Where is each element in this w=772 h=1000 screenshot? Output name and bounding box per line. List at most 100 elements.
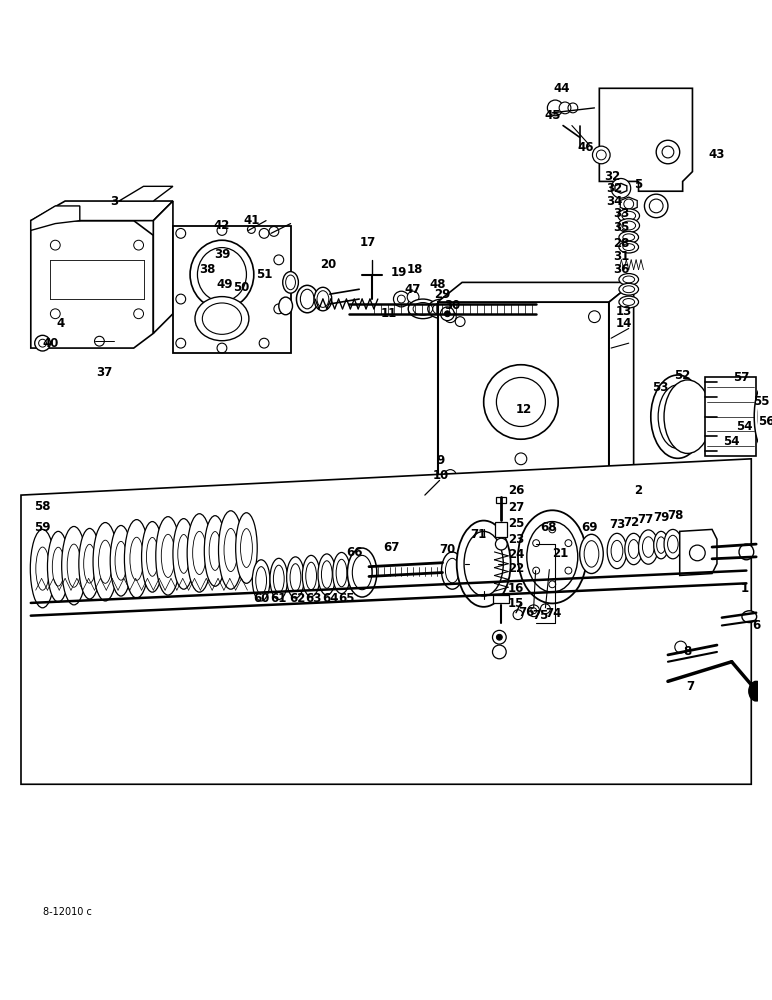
Ellipse shape xyxy=(314,287,332,311)
Text: 24: 24 xyxy=(508,548,524,561)
Ellipse shape xyxy=(607,533,627,569)
Text: 32: 32 xyxy=(604,170,620,183)
Circle shape xyxy=(656,140,679,164)
Text: 2: 2 xyxy=(635,484,642,497)
Text: 19: 19 xyxy=(390,266,407,279)
Text: 66: 66 xyxy=(346,546,363,559)
Polygon shape xyxy=(493,595,510,603)
Text: 16: 16 xyxy=(508,582,524,595)
Ellipse shape xyxy=(518,510,587,603)
Text: 4: 4 xyxy=(56,317,64,330)
Text: 59: 59 xyxy=(34,521,51,534)
Polygon shape xyxy=(31,221,154,348)
Polygon shape xyxy=(173,226,290,353)
Circle shape xyxy=(484,365,558,439)
Bar xyxy=(496,497,506,503)
Ellipse shape xyxy=(333,552,350,594)
Polygon shape xyxy=(705,377,756,456)
Circle shape xyxy=(611,178,631,198)
Text: 55: 55 xyxy=(753,395,770,408)
Text: 37: 37 xyxy=(96,366,113,379)
Text: 35: 35 xyxy=(613,221,629,234)
Text: 78: 78 xyxy=(668,509,684,522)
Text: 74: 74 xyxy=(545,607,561,620)
Text: 1: 1 xyxy=(740,582,749,595)
Text: 56: 56 xyxy=(758,415,772,428)
Ellipse shape xyxy=(124,520,149,598)
Text: 71: 71 xyxy=(471,528,487,541)
Text: 31: 31 xyxy=(613,250,629,263)
Ellipse shape xyxy=(619,231,638,243)
Text: 20: 20 xyxy=(320,258,336,271)
Circle shape xyxy=(407,291,419,303)
Polygon shape xyxy=(496,522,507,537)
Text: 44: 44 xyxy=(554,82,571,95)
Text: 69: 69 xyxy=(581,521,598,534)
Circle shape xyxy=(496,538,507,550)
Text: 34: 34 xyxy=(606,195,622,208)
Circle shape xyxy=(645,194,668,218)
Text: 27: 27 xyxy=(508,501,524,514)
Text: 29: 29 xyxy=(435,288,451,301)
Text: 54: 54 xyxy=(736,420,753,433)
Ellipse shape xyxy=(270,558,288,599)
Ellipse shape xyxy=(190,240,254,309)
Ellipse shape xyxy=(30,529,55,608)
Ellipse shape xyxy=(252,560,270,601)
Ellipse shape xyxy=(173,519,195,589)
Text: 33: 33 xyxy=(613,207,629,220)
Circle shape xyxy=(441,307,454,321)
Ellipse shape xyxy=(457,521,510,607)
Polygon shape xyxy=(615,183,627,193)
Text: 13: 13 xyxy=(616,305,632,318)
Polygon shape xyxy=(31,206,80,230)
Polygon shape xyxy=(620,197,637,211)
Text: 40: 40 xyxy=(42,337,59,350)
Polygon shape xyxy=(609,282,634,490)
Ellipse shape xyxy=(218,511,243,589)
Circle shape xyxy=(675,641,686,653)
Text: 39: 39 xyxy=(214,248,230,261)
Text: 49: 49 xyxy=(217,278,233,291)
Ellipse shape xyxy=(296,285,318,313)
Ellipse shape xyxy=(303,555,320,597)
Text: 51: 51 xyxy=(256,268,273,281)
Ellipse shape xyxy=(754,385,772,449)
Ellipse shape xyxy=(619,241,638,253)
Text: 42: 42 xyxy=(214,219,230,232)
Text: 73: 73 xyxy=(609,518,625,531)
Ellipse shape xyxy=(749,681,764,701)
Text: 46: 46 xyxy=(577,141,594,154)
Text: 14: 14 xyxy=(615,317,632,330)
Text: 45: 45 xyxy=(544,109,560,122)
Ellipse shape xyxy=(205,516,226,586)
Text: 15: 15 xyxy=(508,597,524,610)
Circle shape xyxy=(528,605,540,617)
Text: 26: 26 xyxy=(508,484,524,497)
Text: 25: 25 xyxy=(508,517,524,530)
Polygon shape xyxy=(31,201,173,221)
Text: 53: 53 xyxy=(652,381,669,394)
Circle shape xyxy=(540,604,550,614)
Ellipse shape xyxy=(141,522,163,592)
Text: 22: 22 xyxy=(508,562,524,575)
Text: 75: 75 xyxy=(533,609,549,622)
Ellipse shape xyxy=(235,513,257,583)
Text: 8: 8 xyxy=(683,645,692,658)
Text: 63: 63 xyxy=(305,592,321,605)
Polygon shape xyxy=(119,186,173,201)
Circle shape xyxy=(445,311,450,317)
Text: 5: 5 xyxy=(635,178,642,191)
Text: 36: 36 xyxy=(613,263,629,276)
Text: 57: 57 xyxy=(733,371,750,384)
Circle shape xyxy=(394,291,409,307)
Circle shape xyxy=(493,645,506,659)
Text: 38: 38 xyxy=(199,263,215,276)
Ellipse shape xyxy=(79,528,100,599)
Text: 43: 43 xyxy=(709,148,725,161)
Text: 47: 47 xyxy=(405,283,422,296)
Circle shape xyxy=(496,634,503,640)
Ellipse shape xyxy=(654,531,669,559)
Ellipse shape xyxy=(47,531,69,602)
Text: 12: 12 xyxy=(516,403,532,416)
